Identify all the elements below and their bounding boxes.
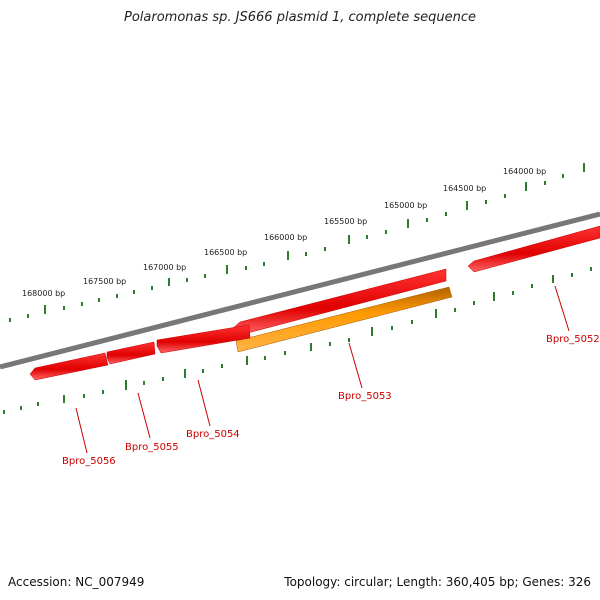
ruler-label-166000: 166000 bp xyxy=(264,233,307,242)
ruler-label-164000: 164000 bp xyxy=(503,167,546,176)
ruler-label-167500: 167500 bp xyxy=(83,277,126,286)
gene-bpro-5053[interactable] xyxy=(235,286,453,353)
outer-ruler xyxy=(9,163,585,322)
gene-features xyxy=(29,225,600,381)
gene-bpro-5054[interactable] xyxy=(156,324,251,354)
ruler-label-165500: 165500 bp xyxy=(324,217,367,226)
ruler-label-165000: 165000 bp xyxy=(384,201,427,210)
gene-bpro-5055[interactable] xyxy=(106,341,156,365)
summary-text: Topology: circular; Length: 360,405 bp; … xyxy=(284,575,591,589)
gene-label-bpro-5055: Bpro_5055 xyxy=(125,442,179,453)
ruler-label-167000: 167000 bp xyxy=(143,263,186,272)
gene-bpro-5056[interactable] xyxy=(29,352,109,381)
gene-label-bpro-5053: Bpro_5053 xyxy=(338,391,392,402)
gene-label-bpro-5052: Bpro_5052 xyxy=(546,334,600,345)
sequence-backbone xyxy=(0,211,600,370)
inner-ruler xyxy=(3,267,592,414)
ruler-label-166500: 166500 bp xyxy=(204,248,247,257)
gene-label-bpro-5054: Bpro_5054 xyxy=(186,429,240,440)
accession-text: Accession: NC_007949 xyxy=(8,575,145,589)
gene-label-bpro-5056: Bpro_5056 xyxy=(62,456,116,467)
gene-bpro-5052[interactable] xyxy=(467,225,600,273)
ruler-label-164500: 164500 bp xyxy=(443,184,486,193)
map-title: Polaromonas sp. JS666 plasmid 1, complet… xyxy=(123,10,476,25)
gene-bpro-5053-forward[interactable] xyxy=(232,268,447,336)
ruler-labels: 168000 bp 167500 bp 167000 bp 166500 bp … xyxy=(22,167,546,298)
ruler-label-168000: 168000 bp xyxy=(22,289,65,298)
label-leaders xyxy=(75,285,570,454)
gene-labels: Bpro_5052 Bpro_5053 Bpro_5054 Bpro_5055 … xyxy=(62,334,600,467)
